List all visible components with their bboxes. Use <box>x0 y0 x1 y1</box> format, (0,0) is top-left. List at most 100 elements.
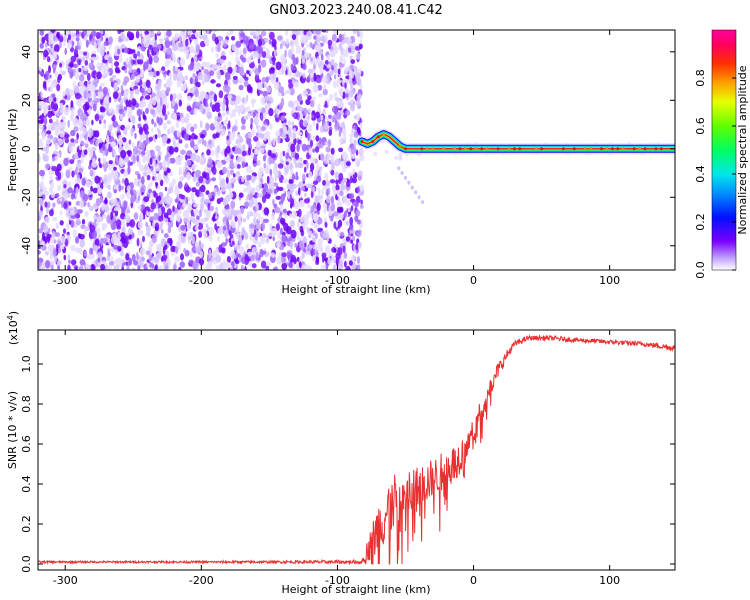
y-tick-label: 0 <box>20 145 33 152</box>
heatmap-cell <box>39 30 45 36</box>
heatmap-cell <box>211 177 217 182</box>
heatmap-cell <box>155 252 162 260</box>
heatmap-cell <box>186 95 192 101</box>
heatmap-cell <box>341 151 347 160</box>
heatmap-cell <box>356 72 361 79</box>
heatmap-cell <box>271 212 275 221</box>
heatmap-cell <box>333 221 337 229</box>
heatmap-cell <box>248 62 255 69</box>
heatmap-cell <box>45 251 49 256</box>
heatmap-cell <box>242 47 247 55</box>
heatmap-cell <box>69 159 75 165</box>
heatmap-cell <box>256 223 262 229</box>
heatmap-cell <box>249 223 255 229</box>
heatmap-cell <box>104 197 108 204</box>
heatmap-cell <box>288 100 294 108</box>
heatmap-cell <box>88 62 94 70</box>
heatmap-cell <box>184 143 189 149</box>
heatmap-cell <box>51 81 57 88</box>
heatmap-cell <box>70 193 75 200</box>
heatmap-cell <box>319 166 323 171</box>
heatmap-cell <box>91 119 94 126</box>
heatmap-cell <box>244 76 249 82</box>
heatmap-cell <box>176 114 180 121</box>
heatmap-cell <box>241 176 245 183</box>
heatmap-cell <box>48 65 51 74</box>
heatmap-cell <box>110 236 117 244</box>
heatmap-cell <box>250 122 253 130</box>
heatmap-cell <box>166 120 171 125</box>
heatmap-cell <box>176 58 180 64</box>
heatmap-cell <box>68 142 74 147</box>
heatmap-cell <box>174 198 179 203</box>
heatmap-cell <box>54 124 61 131</box>
heatmap-cell <box>146 168 152 175</box>
heatmap-cell <box>148 40 155 45</box>
heatmap-cell <box>327 156 330 164</box>
heatmap-cell <box>349 136 353 144</box>
heatmap-cell <box>178 266 182 270</box>
heatmap-cell <box>149 32 156 37</box>
colorbar-tick-label: 0.4 <box>694 165 707 183</box>
heatmap-cell <box>261 126 266 132</box>
heatmap-cell <box>333 67 339 74</box>
heatmap-cell <box>345 199 351 207</box>
heatmap-cell <box>354 65 358 74</box>
heatmap-cell <box>165 54 171 59</box>
heatmap-cell <box>275 130 281 138</box>
heatmap-cell <box>323 257 327 262</box>
heatmap-cell <box>311 96 316 101</box>
heatmap-cell <box>316 257 320 263</box>
heatmap-cell <box>197 71 204 81</box>
heatmap-cell <box>290 254 296 262</box>
heatmap-cell <box>342 245 346 253</box>
heatmap-cell <box>224 148 228 157</box>
heatmap-cell <box>53 97 57 102</box>
heatmap-cell <box>100 48 105 57</box>
heatmap-cell <box>410 185 414 190</box>
heatmap-cell <box>244 265 247 270</box>
heatmap-cell <box>113 85 116 90</box>
heatmap-cell <box>297 139 302 145</box>
heatmap-cell <box>90 185 93 192</box>
heatmap-cell <box>198 139 202 145</box>
heatmap-cell <box>159 179 164 187</box>
heatmap-cell <box>153 55 160 64</box>
heatmap-cell <box>83 90 88 99</box>
heatmap-cell <box>299 119 304 129</box>
heatmap-cell <box>119 159 125 168</box>
heatmap-cell <box>280 115 286 121</box>
heatmap-cell <box>204 198 210 203</box>
heatmap-cell <box>106 255 111 262</box>
heatmap-cell <box>306 210 312 219</box>
heatmap-cell <box>39 199 43 206</box>
heatmap-cell <box>266 96 273 101</box>
heatmap-cell <box>136 155 140 162</box>
heatmap-cell <box>126 264 130 270</box>
heatmap-cell <box>245 165 252 174</box>
heatmap-cell <box>45 42 48 48</box>
heatmap-cell <box>156 70 160 76</box>
heatmap-cell <box>256 126 263 134</box>
heatmap-cell <box>221 208 228 216</box>
heatmap-cell <box>307 95 312 101</box>
heatmap-cell <box>281 252 287 258</box>
heatmap-cell <box>351 153 356 160</box>
signal-track-peak <box>453 147 456 151</box>
x-tick-label: -200 <box>189 274 214 287</box>
heatmap-cell <box>235 103 238 112</box>
heatmap-cell <box>79 259 86 266</box>
heatmap-cell <box>283 188 286 194</box>
heatmap-cell <box>111 116 115 122</box>
heatmap-cell <box>397 166 401 171</box>
heatmap-cell <box>215 83 222 88</box>
heatmap-cell <box>166 30 172 37</box>
heatmap-cell <box>319 36 323 41</box>
heatmap-cell <box>266 188 272 194</box>
heatmap-cell <box>208 249 212 259</box>
x-tick-label: -100 <box>325 574 350 587</box>
heatmap-cell <box>339 161 345 166</box>
heatmap-cell <box>268 67 275 75</box>
heatmap-cell <box>272 137 276 147</box>
heatmap-cell <box>309 163 315 172</box>
